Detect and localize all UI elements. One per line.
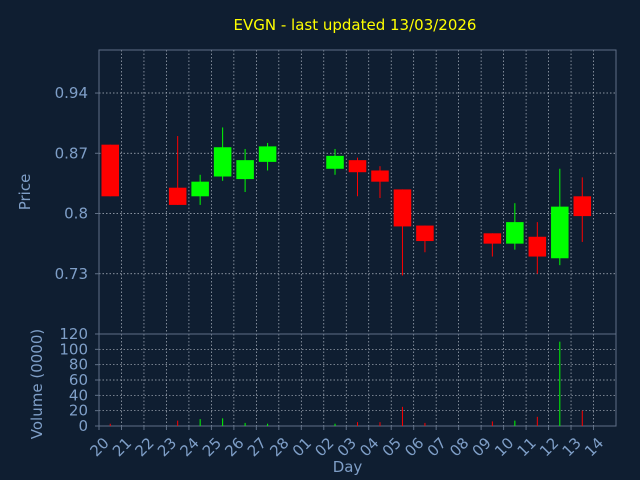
volume-tick-label: 0 [78, 417, 88, 435]
volume-tick-label: 80 [69, 356, 88, 374]
candle-body [393, 189, 412, 227]
price-axis-label: Price [16, 174, 34, 211]
candle-body [573, 196, 592, 217]
volume-tick-label: 40 [69, 386, 88, 404]
candle-11 [528, 222, 547, 274]
volume-tick-label: 120 [59, 325, 88, 343]
candle-03 [348, 157, 367, 197]
candle-body [416, 225, 434, 242]
candle-06 [416, 225, 434, 253]
candle-12 [551, 168, 569, 266]
candle-02 [326, 148, 344, 175]
candle-body [348, 160, 367, 173]
candle-body [213, 147, 232, 177]
candle-body [236, 160, 254, 180]
candle-body [371, 170, 389, 182]
candle-13 [573, 177, 592, 242]
candle-body [258, 146, 277, 162]
price-tick-label: 0.87 [55, 144, 88, 162]
candle-24 [191, 174, 209, 205]
candle-body [506, 222, 524, 244]
candle-25 [213, 127, 232, 181]
x-ticks: 2021222324252627280102030405060708091011… [87, 426, 607, 460]
price-grid [99, 50, 616, 334]
candle-09 [483, 233, 502, 257]
candle-body [101, 144, 120, 197]
volume-tick-label: 100 [59, 340, 88, 358]
candle-23 [168, 136, 187, 205]
candle-26 [236, 148, 254, 192]
price-tick-label: 0.73 [55, 265, 88, 283]
x-tick-label: 14 [581, 434, 607, 460]
candle-05 [393, 189, 412, 276]
x-axis-label: Day [333, 458, 363, 476]
chart-title: EVGN - last updated 13/03/2026 [234, 16, 477, 34]
candle-04 [371, 166, 389, 199]
price-tick-label: 0.8 [64, 205, 88, 223]
price-tick-label: 0.94 [55, 84, 88, 102]
candle-body [528, 236, 547, 257]
candle-body [191, 181, 209, 197]
candlesticks [101, 127, 592, 276]
candle-body [326, 155, 344, 169]
volume-tick-label: 60 [69, 371, 88, 389]
price-y-ticks: 0.73 0.8 0.87 0.94 [55, 84, 99, 283]
candle-10 [506, 203, 524, 250]
volume-bars [109, 341, 583, 426]
candle-body [483, 233, 502, 244]
volume-grid [99, 334, 616, 426]
candle-body [168, 187, 187, 205]
volume-tick-label: 20 [69, 402, 88, 420]
candle-body [551, 206, 569, 259]
candle-27 [258, 142, 277, 171]
candle-20 [101, 144, 120, 197]
volume-axis-label: Volume (0000) [28, 329, 46, 439]
